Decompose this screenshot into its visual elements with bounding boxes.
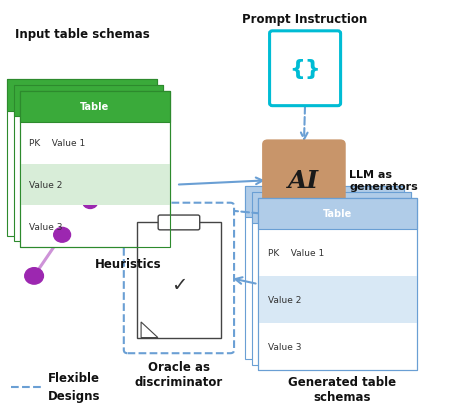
Text: Flexible
Designs: Flexible Designs	[48, 372, 101, 402]
FancyBboxPatch shape	[124, 203, 234, 354]
FancyBboxPatch shape	[158, 216, 200, 230]
FancyBboxPatch shape	[258, 198, 417, 229]
FancyBboxPatch shape	[258, 198, 417, 370]
FancyBboxPatch shape	[258, 276, 417, 323]
Text: ✓: ✓	[171, 275, 187, 294]
Text: Input table schemas: Input table schemas	[16, 28, 150, 41]
FancyBboxPatch shape	[7, 80, 157, 112]
Text: Prompt Instruction: Prompt Instruction	[243, 13, 368, 26]
Text: Value 2: Value 2	[30, 180, 63, 190]
Text: LLM as
generators: LLM as generators	[350, 170, 418, 192]
FancyBboxPatch shape	[20, 164, 170, 206]
Text: Generated table
schemas: Generated table schemas	[289, 375, 397, 404]
Text: Value 3: Value 3	[30, 222, 63, 231]
FancyBboxPatch shape	[20, 92, 170, 247]
FancyBboxPatch shape	[262, 140, 346, 222]
Text: Value 3: Value 3	[268, 342, 301, 351]
Text: PK    Value 1: PK Value 1	[30, 139, 86, 148]
Text: Value 2: Value 2	[268, 295, 301, 304]
FancyBboxPatch shape	[7, 80, 157, 236]
FancyBboxPatch shape	[245, 187, 404, 218]
Text: Oracle as
discriminator: Oracle as discriminator	[135, 360, 223, 388]
Text: {}: {}	[289, 59, 321, 79]
FancyBboxPatch shape	[252, 192, 411, 365]
Text: Table: Table	[80, 102, 110, 112]
Circle shape	[83, 196, 98, 209]
Text: AI: AI	[289, 169, 320, 193]
Polygon shape	[141, 322, 158, 338]
Text: Heuristics: Heuristics	[95, 257, 162, 271]
Text: Table: Table	[323, 209, 352, 219]
Circle shape	[54, 228, 70, 242]
FancyBboxPatch shape	[245, 187, 404, 359]
Text: PK    Value 1: PK Value 1	[268, 248, 324, 257]
FancyBboxPatch shape	[14, 86, 163, 117]
Circle shape	[25, 268, 43, 285]
FancyBboxPatch shape	[252, 192, 411, 223]
FancyBboxPatch shape	[270, 32, 341, 107]
FancyBboxPatch shape	[137, 223, 221, 338]
FancyBboxPatch shape	[14, 86, 163, 242]
FancyBboxPatch shape	[20, 92, 170, 123]
